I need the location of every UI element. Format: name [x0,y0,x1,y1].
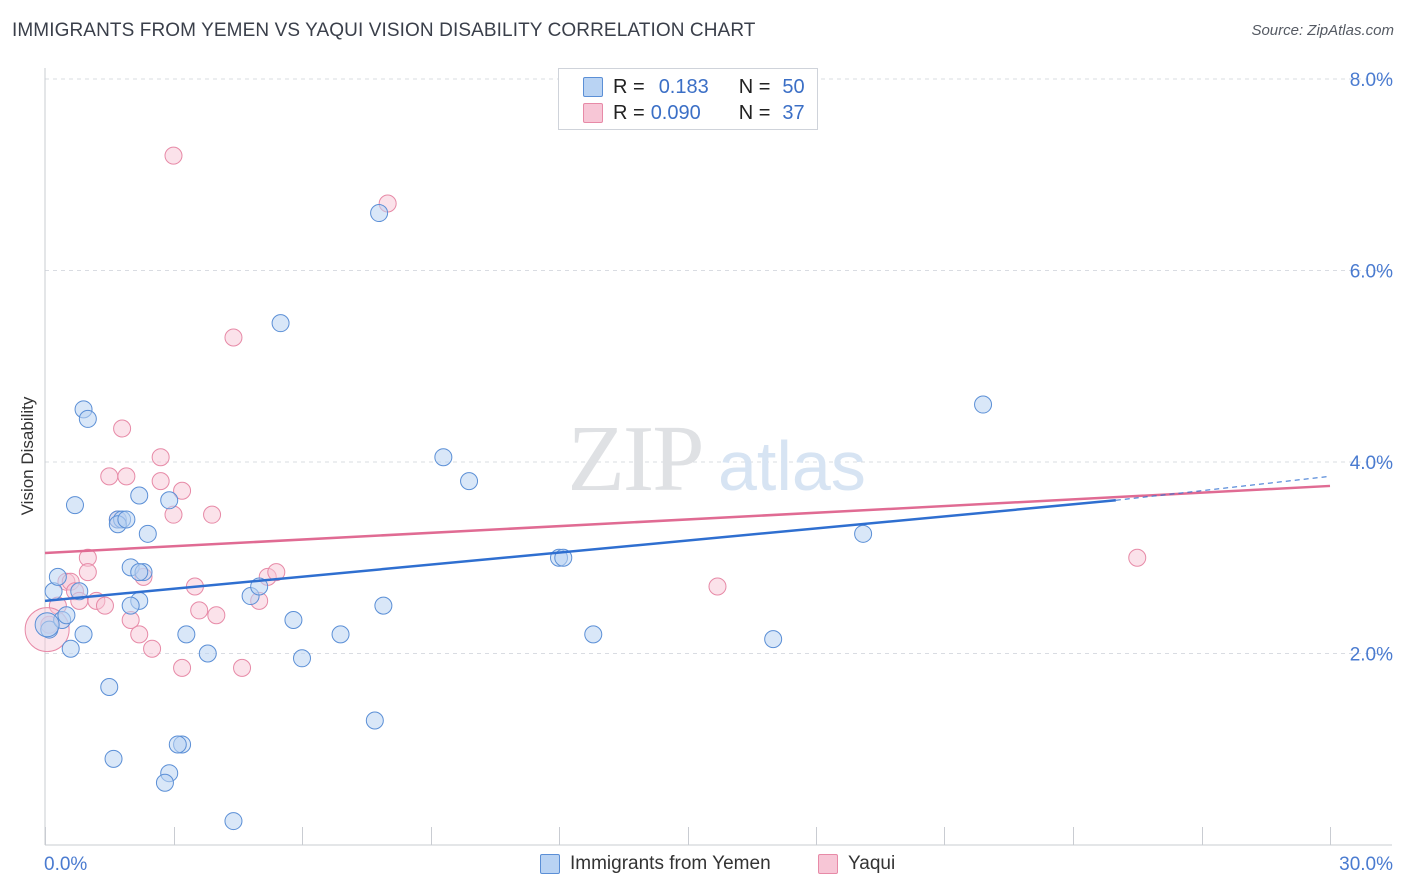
yemen-point [155,773,174,792]
legend-swatch-yaqui [583,103,603,123]
bottom-legend-label-yemen: Immigrants from Yemen [570,853,771,874]
legend-row-yaqui: R = 0.090 N = 37 [583,101,805,125]
watermark-zip: ZIP [568,407,703,511]
yaqui-trend-line [44,484,1331,555]
yemen-trend-line [44,499,1116,603]
bottom-legend-yaqui: Yaqui [818,851,895,877]
yaqui-point [173,481,192,500]
yemen-point [168,735,187,754]
yemen-points [34,204,993,831]
yaqui-point [95,596,114,615]
yemen-point [57,606,76,625]
yemen-point [460,472,479,491]
yemen-point [198,644,217,663]
yaqui-point [708,577,727,596]
yemen-point [130,486,149,505]
yaqui-point [130,625,149,644]
yemen-point [434,448,453,467]
watermark: ZIP atlas [568,407,866,511]
x-tick-label: 30.0% [1339,854,1393,875]
yaqui-point [207,606,226,625]
yemen-point [374,596,393,615]
yemen-point [764,630,783,649]
legend-r-label: R = [613,75,645,98]
yemen-point [48,567,67,586]
axes [44,68,1392,846]
yemen-point [331,625,350,644]
chart-title: IMMIGRANTS FROM YEMEN VS YAQUI VISION DI… [12,20,756,41]
legend-n-value: 37 [782,101,805,124]
yemen-point [130,563,149,582]
yemen-point [121,596,140,615]
yemen-point [584,625,603,644]
yaqui-point [78,563,97,582]
legend-n-label: N = [738,101,771,124]
yemen-point [117,510,136,529]
y-tick-label: 6.0% [1350,262,1393,283]
yemen-point [78,409,97,428]
source-credit: Source: ZipAtlas.com [1251,22,1394,39]
yemen-point [104,749,123,768]
yaqui-point [173,658,192,677]
y-tick-label: 8.0% [1350,70,1393,91]
yemen-point [293,649,311,668]
yemen-point [365,711,384,730]
yemen-point [224,812,243,831]
bottom-legend-label-yaqui: Yaqui [848,853,896,874]
bottom-legend-swatch-yaqui [818,854,838,874]
yemen-point [138,524,157,543]
yemen-point [974,395,993,414]
legend-r-value: 0.183 [658,75,709,98]
yemen-point [177,625,196,644]
legend-row-yemen: R = 0.183 N = 50 [583,75,805,99]
bottom-legend-yemen: Immigrants from Yemen [540,851,771,877]
yaqui-point [1128,548,1147,567]
yemen-point [271,314,290,333]
correlation-legend: R = 0.183 N = 50 R = 0.090 N = 37 [558,68,818,130]
yaqui-point [117,467,136,486]
legend-r-label: R = [613,101,645,124]
yaqui-point [203,505,222,524]
yemen-point [61,639,80,658]
legend-n-label: N = [738,75,771,98]
watermark-atlas: atlas [718,427,866,505]
trend-lines [44,475,1331,603]
yemen-point [854,524,873,543]
legend-swatch-yemen [583,77,603,97]
yemen-point [65,496,84,515]
yaqui-point [113,419,132,438]
tick-labels: 2.0% 4.0% 6.0% 8.0% 0.0% 30.0% [44,70,1393,875]
yaqui-point [224,328,243,347]
yemen-point [370,204,389,223]
yaqui-point [233,658,252,677]
yaqui-point [151,448,170,467]
y-tick-label: 4.0% [1350,453,1393,474]
yemen-point [284,610,303,629]
x-tick-label: 0.0% [44,854,87,875]
yaqui-point [143,639,162,658]
legend-r-value: 0.090 [650,101,701,124]
gridlines [45,78,1392,654]
yemen-point [100,678,119,697]
bottom-legend-swatch-yemen [540,854,560,874]
yemen-point [34,612,60,638]
yemen-point [70,582,89,601]
yemen-point [74,625,93,644]
yaqui-point [164,146,183,165]
yemen-point [160,491,179,510]
yaqui-point [267,563,286,582]
yaqui-point [190,601,209,620]
yaqui-point [100,467,119,486]
y-tick-label: 2.0% [1350,645,1393,666]
yaqui-point [151,472,170,491]
legend-n-value: 50 [782,75,805,98]
